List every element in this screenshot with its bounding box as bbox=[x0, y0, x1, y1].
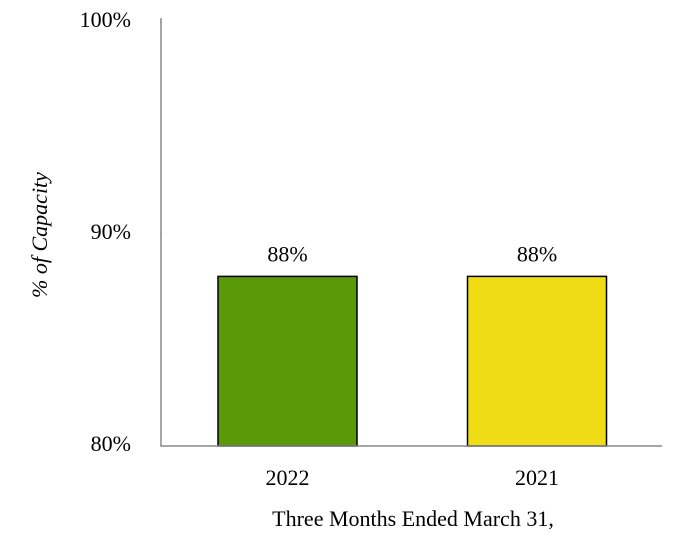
y-tick-label: 100% bbox=[80, 7, 131, 32]
y-tick-label: 90% bbox=[91, 219, 131, 244]
y-tick-label: 80% bbox=[91, 431, 131, 456]
bar bbox=[466, 275, 608, 447]
bar bbox=[217, 275, 358, 447]
x-tick-label: 2022 bbox=[266, 465, 310, 490]
y-axis-label: % of Capacity bbox=[27, 172, 52, 298]
x-axis-label: Three Months Ended March 31, bbox=[272, 506, 554, 531]
data-label: 88% bbox=[517, 241, 557, 266]
x-tick-label: 2021 bbox=[515, 465, 559, 490]
data-label: 88% bbox=[267, 241, 307, 266]
